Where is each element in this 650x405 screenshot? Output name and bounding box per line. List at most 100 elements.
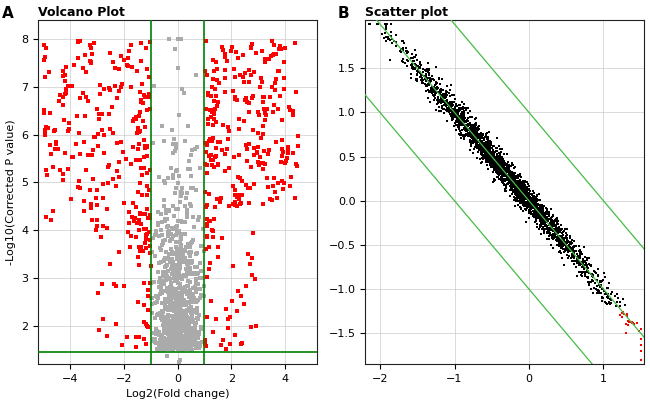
- Point: [454, 107, 465, 113]
- Point: [536, 212, 546, 219]
- Point: [467, 124, 478, 130]
- Point: [140, 45, 151, 51]
- Point: [185, 166, 195, 172]
- Point: [468, 136, 478, 142]
- Point: [523, 192, 533, 198]
- Point: [176, 339, 186, 345]
- Point: [166, 259, 176, 266]
- Point: [582, 275, 593, 281]
- Point: [495, 168, 505, 175]
- Point: [580, 258, 590, 264]
- Point: [179, 248, 190, 255]
- Point: [538, 208, 549, 215]
- Point: [398, 38, 408, 44]
- Point: [536, 230, 546, 237]
- Point: [192, 264, 202, 271]
- Point: [528, 207, 538, 214]
- Point: [523, 197, 534, 203]
- Point: [475, 144, 486, 150]
- Point: [155, 290, 165, 297]
- Point: [183, 320, 194, 326]
- Point: [464, 127, 474, 134]
- Point: [470, 132, 480, 139]
- Point: [465, 146, 475, 153]
- Point: [521, 195, 532, 202]
- Point: [185, 271, 196, 277]
- Point: [542, 214, 552, 221]
- Point: [240, 283, 251, 289]
- Point: [511, 177, 521, 184]
- Point: [532, 209, 543, 215]
- Point: [495, 161, 505, 167]
- Point: [514, 192, 524, 199]
- Point: [541, 228, 552, 235]
- Point: [498, 161, 508, 167]
- Point: [161, 305, 171, 311]
- Point: [179, 341, 189, 348]
- Point: [406, 54, 416, 61]
- Point: [482, 141, 493, 148]
- Point: [416, 72, 426, 78]
- Point: [105, 126, 115, 132]
- Point: [269, 175, 280, 181]
- Point: [470, 121, 480, 127]
- Point: [258, 99, 268, 105]
- Point: [168, 288, 179, 295]
- Point: [158, 340, 168, 346]
- Point: [133, 298, 144, 305]
- Point: [562, 235, 572, 241]
- Point: [521, 195, 532, 201]
- Point: [510, 196, 520, 202]
- Point: [174, 339, 185, 345]
- Point: [495, 164, 506, 170]
- Point: [153, 330, 163, 337]
- Point: [558, 242, 568, 248]
- Point: [597, 293, 607, 300]
- Point: [459, 101, 469, 107]
- Point: [428, 89, 438, 96]
- Point: [460, 126, 471, 132]
- Point: [510, 191, 521, 197]
- Point: [549, 226, 559, 232]
- Point: [547, 226, 557, 233]
- Point: [450, 112, 461, 119]
- Point: [482, 130, 493, 136]
- Point: [208, 329, 218, 335]
- Point: [559, 262, 569, 268]
- Point: [451, 107, 462, 113]
- Point: [512, 182, 523, 189]
- Point: [443, 106, 453, 113]
- Point: [433, 96, 443, 102]
- Point: [582, 274, 592, 280]
- Point: [497, 162, 508, 168]
- Point: [166, 303, 176, 310]
- Point: [466, 122, 476, 129]
- Point: [179, 307, 189, 314]
- Point: [157, 346, 167, 352]
- Point: [172, 311, 183, 318]
- Point: [188, 335, 199, 341]
- Point: [530, 202, 540, 209]
- Point: [181, 317, 192, 324]
- Point: [628, 320, 638, 326]
- Point: [582, 269, 593, 276]
- Point: [379, 34, 389, 41]
- Point: [148, 337, 158, 343]
- Point: [479, 143, 489, 149]
- Point: [479, 147, 489, 153]
- Point: [519, 194, 529, 201]
- Point: [180, 285, 190, 291]
- Point: [172, 310, 182, 317]
- Point: [161, 343, 171, 350]
- Point: [525, 207, 536, 213]
- Point: [469, 125, 480, 132]
- Point: [188, 236, 198, 243]
- Point: [461, 132, 471, 139]
- Point: [453, 107, 463, 113]
- Point: [165, 265, 176, 272]
- Point: [200, 68, 210, 74]
- Point: [563, 238, 573, 245]
- Point: [557, 232, 567, 239]
- Point: [567, 250, 578, 257]
- Point: [174, 342, 185, 349]
